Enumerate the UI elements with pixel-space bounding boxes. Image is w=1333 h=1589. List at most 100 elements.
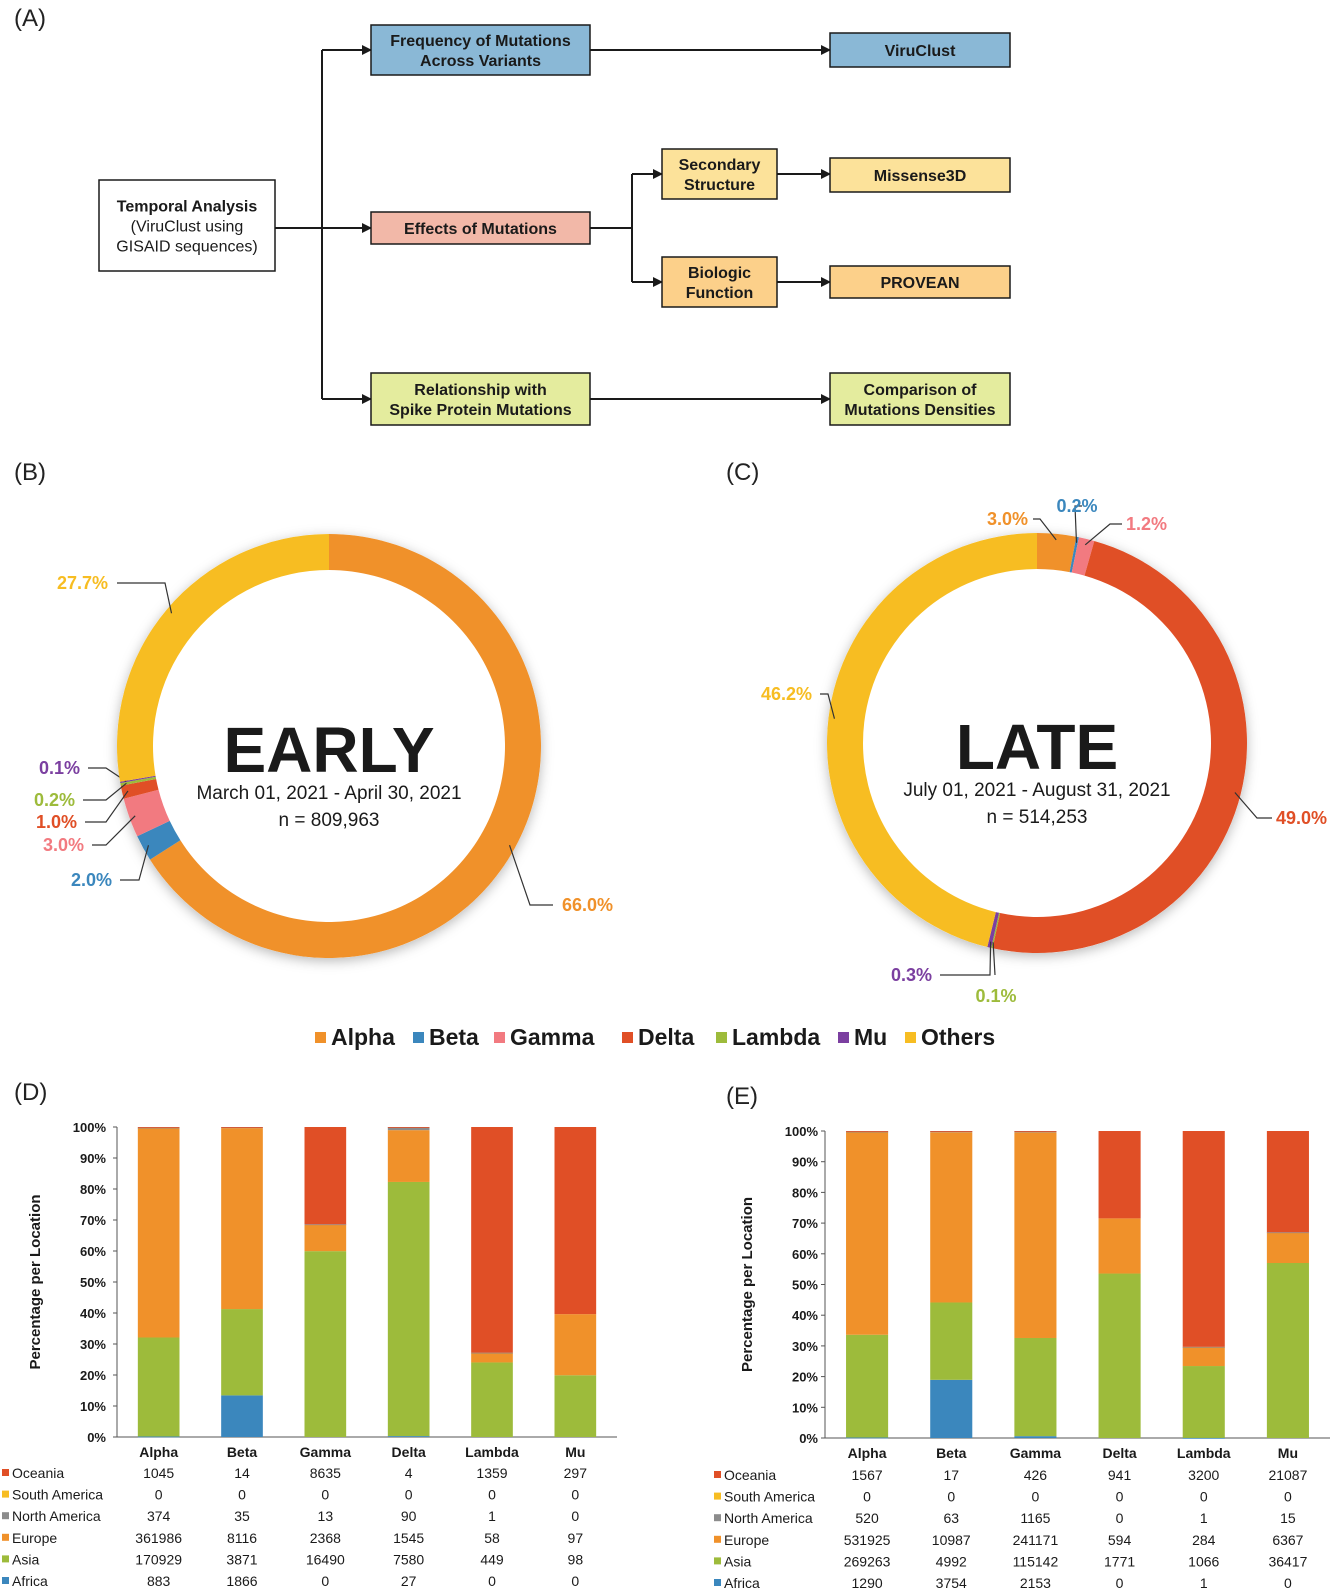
flow-box-freq: Frequency of Mutations Across Variants [370, 24, 591, 76]
slice-leader-line [940, 941, 992, 976]
table-cell: 35 [234, 1508, 250, 1524]
x-category-label: Gamma [1010, 1445, 1062, 1461]
y-tick-label: 40% [792, 1308, 818, 1323]
bar-segment-delta-oceania [1098, 1131, 1141, 1219]
legend-item-mu: Mu [838, 1024, 887, 1050]
legend-item-beta: Beta [413, 1024, 479, 1050]
flow-box-text: Missense3D [874, 168, 967, 185]
table-cell: 449 [480, 1551, 504, 1567]
table-cell: 90 [401, 1508, 417, 1524]
table-cell: 0 [1116, 1489, 1124, 1505]
table-cell: 374 [147, 1508, 171, 1524]
slice-leader-line [92, 815, 136, 846]
flow-box-text: Relationship with [414, 382, 546, 399]
table-cell: 36417 [1268, 1553, 1307, 1569]
bar-segment-beta-europe [221, 1128, 263, 1310]
flow-box-text: Effects of Mutations [404, 221, 557, 238]
slice-label-gamma: 3.0% [43, 835, 84, 855]
bar-segment-alpha-africa [846, 1437, 889, 1439]
panel-label-a: (A) [14, 5, 46, 32]
table-cell: 14 [234, 1465, 250, 1481]
bar-segment-beta-asia [930, 1302, 973, 1380]
y-tick-label: 50% [80, 1275, 106, 1290]
y-tick-label: 100% [785, 1124, 819, 1139]
legend-label: Delta [638, 1024, 694, 1050]
flow-box-text: Structure [684, 177, 755, 194]
slice-label-lambda: 0.2% [34, 790, 75, 810]
legend-swatch [838, 1032, 849, 1043]
slice-leader-line [992, 942, 996, 976]
legend-label: Others [921, 1024, 995, 1050]
legend-swatch [315, 1032, 326, 1043]
bar-segment-alpha-north-america [846, 1131, 889, 1133]
legend-swatch [413, 1032, 424, 1043]
bar-segment-beta-oceania [221, 1127, 263, 1128]
bar-segment-gamma-africa [1014, 1436, 1057, 1438]
table-cell: 0 [1116, 1510, 1124, 1526]
table-row-swatch [714, 1492, 721, 1500]
bar-segment-lambda-oceania [1182, 1131, 1225, 1347]
legend-item-lambda: Lambda [716, 1024, 820, 1050]
bar-segment-mu-asia [554, 1375, 597, 1437]
table-cell: 4992 [936, 1553, 967, 1569]
donut-slice-gamma [123, 789, 170, 837]
bar-segment-alpha-asia [846, 1334, 889, 1438]
bar-segment-delta-europe [1098, 1218, 1141, 1274]
table-cell: 1066 [1188, 1553, 1219, 1569]
flow-box-text: PROVEAN [880, 275, 959, 292]
slice-label-beta: 2.0% [71, 870, 112, 890]
slice-leader-line [508, 845, 553, 906]
table-row-swatch [2, 1533, 9, 1541]
y-tick-label: 50% [792, 1278, 818, 1293]
y-tick-label: 20% [792, 1370, 818, 1385]
flow-box-comparison: Comparison of Mutations Densities [829, 372, 1011, 426]
x-category-label: Mu [1278, 1445, 1298, 1461]
bar-segment-alpha-africa [137, 1436, 180, 1438]
bar-segment-alpha-europe [846, 1131, 889, 1335]
y-tick-label: 80% [80, 1182, 106, 1197]
flow-box-text: Temporal Analysis [117, 199, 258, 216]
table-cell: 426 [1024, 1467, 1048, 1483]
legend-item-others: Others [905, 1024, 995, 1050]
bar-segment-delta-europe [387, 1130, 430, 1182]
table-cell: 1866 [226, 1573, 257, 1589]
table-cell: 531925 [844, 1532, 891, 1548]
flow-box-text: ViruClust [885, 43, 957, 60]
y-axis-label: Percentage per Location [27, 1194, 44, 1369]
bar-segment-mu-oceania [1266, 1131, 1309, 1233]
legend-label: Alpha [331, 1024, 395, 1050]
table-cell: 58 [484, 1530, 500, 1546]
y-tick-label: 30% [792, 1339, 818, 1354]
y-tick-label: 90% [792, 1155, 818, 1170]
slice-label-delta: 1.0% [36, 812, 77, 832]
bar-segment-beta-africa [221, 1395, 263, 1437]
table-cell: 0 [488, 1573, 496, 1589]
table-cell: 941 [1108, 1467, 1132, 1483]
table-cell: 241171 [1013, 1532, 1059, 1548]
flow-box-text: (ViruClust using [131, 219, 244, 236]
x-category-label: Delta [1102, 1445, 1136, 1461]
table-cell: 21087 [1268, 1467, 1307, 1483]
table-cell: 97 [568, 1530, 584, 1546]
table-row-label: Asia [12, 1551, 39, 1567]
table-cell: 6367 [1272, 1532, 1303, 1548]
bar-segment-alpha-europe [137, 1127, 180, 1338]
table-cell: 0 [1116, 1575, 1124, 1589]
table-row-label: Oceania [12, 1465, 64, 1481]
table-cell: 27 [401, 1573, 417, 1589]
donut-slice-beta [1069, 536, 1079, 573]
bar-segment-gamma-asia [1014, 1337, 1057, 1437]
legend-swatch [622, 1032, 633, 1043]
table-row-swatch [2, 1512, 9, 1520]
table-cell: 15 [1280, 1510, 1296, 1526]
flow-box-text: Spike Protein Mutations [389, 402, 571, 419]
bar-segment-lambda-north-america [471, 1352, 513, 1354]
slice-label-others: 27.7% [57, 573, 108, 593]
stacked-bar-chart-late: 0% 10% 20% 30% 40% 50% 60% 70% 80% 90% 100% Percent… [714, 1124, 1330, 1589]
x-category-label: Gamma [300, 1444, 352, 1460]
table-row-swatch [714, 1535, 721, 1543]
bar-segment-gamma-europe [1014, 1132, 1057, 1338]
table-cell: 16490 [306, 1551, 345, 1567]
donut-slice-alpha [1037, 533, 1077, 573]
y-tick-label: 70% [792, 1216, 818, 1231]
